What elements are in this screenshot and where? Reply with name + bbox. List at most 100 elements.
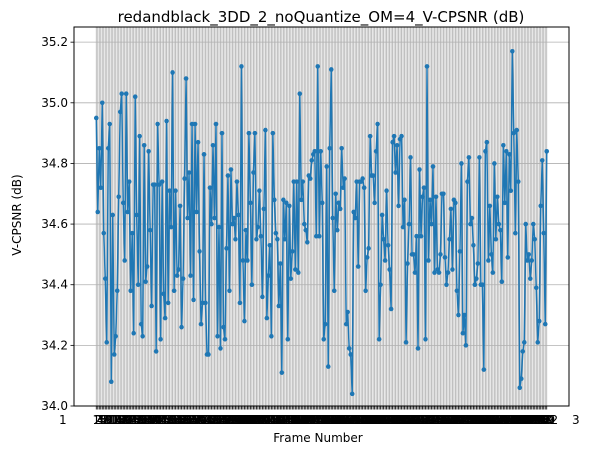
data-point xyxy=(233,236,238,242)
data-point xyxy=(231,215,237,221)
y-tick-label: 34.8 xyxy=(41,156,68,170)
data-point xyxy=(243,227,249,233)
data-point xyxy=(342,176,347,181)
data-point xyxy=(433,194,439,200)
x-tick-label: 154 xyxy=(314,413,337,427)
x-tick-label: 156 xyxy=(317,413,340,427)
x-tick-label: 270 xyxy=(487,413,510,427)
x-tick-label: 68 xyxy=(189,413,204,427)
data-point xyxy=(303,227,309,233)
x-tick-label: 206 xyxy=(392,413,415,427)
x-tick-label: 15 xyxy=(110,413,125,427)
x-tick-label: 285 xyxy=(510,413,533,427)
x-tick-label: 242 xyxy=(445,413,468,427)
x-tick-label: 172 xyxy=(341,413,364,427)
data-point xyxy=(481,367,487,372)
x-tick-label: 180 xyxy=(353,413,376,427)
data-point xyxy=(296,270,301,275)
data-point xyxy=(456,312,461,318)
data-point xyxy=(234,179,240,184)
x-tick-label: 83 xyxy=(211,413,226,427)
data-point xyxy=(403,340,409,345)
data-point xyxy=(254,236,259,242)
x-tick-label: 161 xyxy=(324,413,347,427)
data-point xyxy=(266,273,271,278)
x-tick-label: 302 xyxy=(535,413,558,427)
x-tick-label: 279 xyxy=(501,413,524,427)
data-point xyxy=(518,376,524,382)
x-tick-label: 199 xyxy=(381,413,404,427)
x-tick-label: 127 xyxy=(273,413,296,427)
data-point xyxy=(228,167,234,172)
x-tick-label: 220 xyxy=(413,413,436,427)
data-point xyxy=(297,91,303,97)
x-tick-label: 169 xyxy=(336,413,359,427)
x-tick-label: 27 xyxy=(128,413,143,427)
x-tick-label: 184 xyxy=(359,413,382,427)
x-tick-label: 207 xyxy=(393,413,416,427)
data-point xyxy=(173,188,178,194)
data-point xyxy=(423,336,428,342)
x-tick-label: 18 xyxy=(114,413,129,427)
data-point xyxy=(287,203,292,209)
x-tick-label: 12 xyxy=(105,413,120,427)
data-point xyxy=(340,185,346,190)
x-tick-label: 249 xyxy=(456,413,479,427)
x-tick-label: 185 xyxy=(360,413,383,427)
data-point xyxy=(521,340,527,345)
data-point xyxy=(361,185,367,190)
data-point xyxy=(468,221,473,227)
x-tick-label: 198 xyxy=(380,413,403,427)
data-point xyxy=(210,142,216,148)
data-point xyxy=(515,179,521,184)
x-tick-label: 221 xyxy=(414,413,437,427)
data-point xyxy=(499,279,505,284)
x-tick-label: 189 xyxy=(366,413,389,427)
data-point xyxy=(327,145,333,151)
data-point xyxy=(219,130,225,136)
x-tick-label: 77 xyxy=(202,413,217,427)
x-tick-label: 213 xyxy=(402,413,425,427)
data-point xyxy=(469,215,475,221)
data-point xyxy=(367,133,373,139)
data-point xyxy=(227,288,232,294)
data-point xyxy=(441,191,446,197)
x-tick-label: 45 xyxy=(154,413,169,427)
data-point xyxy=(379,212,385,218)
data-point xyxy=(164,118,169,124)
x-tick-label: 110 xyxy=(248,413,271,427)
x-tick-label: 58 xyxy=(174,413,189,427)
x-tick-label: 293 xyxy=(522,413,545,427)
data-point xyxy=(206,352,211,357)
x-tick-label: 74 xyxy=(198,413,213,427)
data-point xyxy=(493,236,499,242)
data-point xyxy=(459,161,464,166)
x-tick-label: 272 xyxy=(490,413,513,427)
x-tick-label: 23 xyxy=(122,413,137,427)
data-point xyxy=(405,261,410,266)
x-tick-label: 36 xyxy=(141,413,156,427)
data-point xyxy=(366,246,371,251)
x-tick-label: 38 xyxy=(144,413,159,427)
x-tick-label: 132 xyxy=(281,413,304,427)
data-point xyxy=(105,145,111,151)
x-tick-label: 204 xyxy=(389,413,412,427)
data-point xyxy=(131,330,136,336)
x-tick-label: 280 xyxy=(502,413,525,427)
x-tick-label: 148 xyxy=(305,413,328,427)
data-point xyxy=(526,252,532,257)
data-point xyxy=(372,200,377,206)
data-point xyxy=(197,249,202,254)
data-point xyxy=(301,221,307,227)
data-point xyxy=(120,200,126,206)
data-point xyxy=(400,224,406,230)
data-point xyxy=(237,300,243,306)
plot-frame xyxy=(73,26,570,407)
data-point xyxy=(421,185,427,190)
data-point xyxy=(312,149,318,154)
x-tick-label: 158 xyxy=(320,413,343,427)
data-point xyxy=(337,206,343,212)
x-tick-label: 276 xyxy=(496,413,519,427)
data-point xyxy=(322,321,328,327)
data-point xyxy=(185,215,190,221)
